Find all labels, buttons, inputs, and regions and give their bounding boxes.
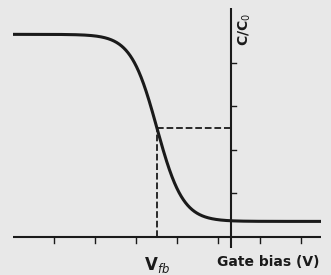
Text: V$_{fb}$: V$_{fb}$: [144, 255, 170, 275]
Text: C/C$_0$: C/C$_0$: [237, 13, 253, 46]
Text: Gate bias (V): Gate bias (V): [216, 255, 319, 269]
